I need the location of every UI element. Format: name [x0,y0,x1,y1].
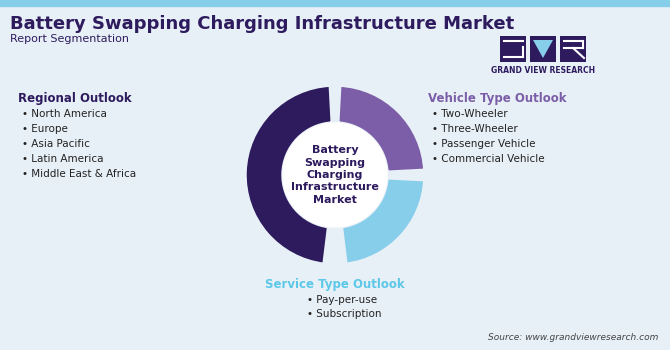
Text: • Latin America: • Latin America [22,154,103,164]
Text: • Two-Wheeler: • Two-Wheeler [432,109,508,119]
Text: Charging: Charging [307,170,363,180]
FancyBboxPatch shape [530,36,556,62]
Text: Battery Swapping Charging Infrastructure Market: Battery Swapping Charging Infrastructure… [10,15,515,33]
Text: • North America: • North America [22,109,107,119]
Text: • Three-Wheeler: • Three-Wheeler [432,124,518,134]
Text: Source: www.grandviewresearch.com: Source: www.grandviewresearch.com [488,333,658,342]
Bar [0,0,670,6]
Wedge shape [338,85,425,172]
Text: • Europe: • Europe [22,124,68,134]
Text: • Middle East & Africa: • Middle East & Africa [22,169,136,179]
Text: Battery: Battery [312,145,358,155]
Text: Service Type Outlook: Service Type Outlook [265,278,405,291]
Wedge shape [341,178,425,264]
Text: • Asia Pacific: • Asia Pacific [22,139,90,149]
Text: Report Segmentation: Report Segmentation [10,34,129,44]
Text: • Subscription: • Subscription [307,309,381,319]
Wedge shape [245,85,332,264]
Text: • Pay-per-use: • Pay-per-use [307,295,377,305]
FancyBboxPatch shape [560,36,586,62]
Polygon shape [533,40,553,58]
Text: Infrastructure: Infrastructure [291,182,379,192]
Circle shape [283,123,387,227]
Text: Swapping: Swapping [304,158,366,168]
Text: GRAND VIEW RESEARCH: GRAND VIEW RESEARCH [491,66,595,75]
Text: Regional Outlook: Regional Outlook [18,92,131,105]
Text: Vehicle Type Outlook: Vehicle Type Outlook [428,92,567,105]
Text: Market: Market [313,195,357,205]
Text: • Commercial Vehicle: • Commercial Vehicle [432,154,545,164]
FancyBboxPatch shape [500,36,526,62]
Text: • Passenger Vehicle: • Passenger Vehicle [432,139,535,149]
